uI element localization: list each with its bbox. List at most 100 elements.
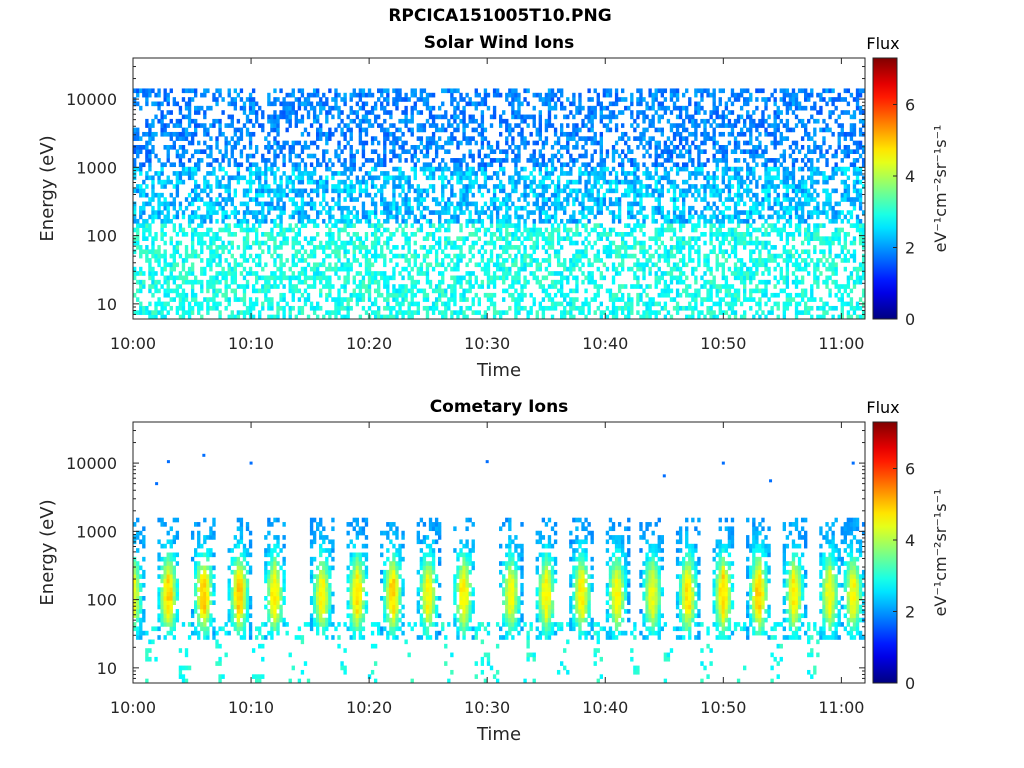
heatmap-cell bbox=[514, 205, 518, 211]
heatmap-cell bbox=[474, 171, 478, 176]
heatmap-cell bbox=[380, 253, 384, 259]
heatmap-cell bbox=[511, 114, 515, 120]
heatmap-cell bbox=[682, 253, 686, 259]
heatmap-cell bbox=[270, 301, 274, 307]
heatmap-cell bbox=[462, 197, 466, 202]
heatmap-cell bbox=[663, 271, 668, 276]
heatmap-cell bbox=[666, 149, 671, 154]
heatmap-cell bbox=[529, 310, 533, 315]
heatmap-cell bbox=[410, 210, 414, 215]
heatmap-cell bbox=[709, 305, 713, 311]
heatmap-cell bbox=[669, 279, 674, 285]
heatmap-cell bbox=[224, 245, 228, 250]
heatmap-cell bbox=[617, 245, 622, 250]
heatmap-cell bbox=[697, 110, 701, 115]
heatmap-cell bbox=[621, 232, 625, 237]
heatmap-cell bbox=[672, 105, 677, 111]
heatmap-cell bbox=[428, 249, 433, 255]
heatmap-cell bbox=[230, 149, 234, 154]
heatmap-cell bbox=[261, 158, 265, 163]
heatmap-cell bbox=[657, 118, 661, 124]
heatmap-cell bbox=[599, 118, 603, 124]
heatmap-cell bbox=[218, 314, 222, 320]
heatmap-cell bbox=[657, 258, 661, 263]
heatmap-cell bbox=[624, 175, 628, 181]
heatmap-cell bbox=[133, 218, 137, 224]
heatmap-cell bbox=[377, 88, 381, 94]
heatmap-cell bbox=[444, 227, 448, 233]
heatmap-cell bbox=[480, 210, 485, 215]
heatmap-cell bbox=[224, 284, 228, 289]
heatmap-cell bbox=[614, 305, 619, 311]
heatmap-cell bbox=[261, 249, 265, 255]
heatmap-cell bbox=[575, 188, 579, 194]
heatmap-cell bbox=[495, 266, 500, 272]
heatmap-cell bbox=[401, 245, 405, 250]
heatmap-cell bbox=[697, 245, 701, 250]
heatmap-cell bbox=[367, 275, 372, 281]
heatmap-cell bbox=[154, 253, 158, 259]
heatmap-cell bbox=[361, 297, 366, 302]
heatmap-cell bbox=[450, 266, 454, 272]
heatmap-cell bbox=[657, 292, 661, 298]
heatmap-cell bbox=[520, 232, 524, 237]
heatmap-cell bbox=[227, 297, 231, 302]
heatmap-cell bbox=[560, 279, 564, 285]
heatmap-cell bbox=[471, 223, 475, 228]
heatmap-cell bbox=[511, 188, 515, 194]
heatmap-cell bbox=[264, 292, 268, 298]
heatmap-cell bbox=[200, 240, 204, 246]
heatmap-cell bbox=[312, 262, 317, 268]
heatmap-cell bbox=[383, 184, 387, 189]
heatmap-cell bbox=[596, 284, 600, 289]
heatmap-cell bbox=[517, 279, 521, 285]
heatmap-cell bbox=[337, 110, 341, 115]
heatmap-cell bbox=[404, 258, 408, 263]
heatmap-cell bbox=[462, 110, 466, 115]
heatmap-cell bbox=[154, 301, 158, 307]
heatmap-cell bbox=[675, 262, 680, 268]
heatmap-cell bbox=[136, 245, 140, 250]
heatmap-cell bbox=[480, 158, 485, 163]
heatmap-cell bbox=[529, 210, 533, 215]
heatmap-cell bbox=[538, 210, 542, 215]
heatmap-cell bbox=[700, 275, 704, 281]
heatmap-cell bbox=[700, 232, 704, 237]
heatmap-cell bbox=[553, 166, 558, 172]
heatmap-cell bbox=[264, 232, 268, 237]
heatmap-cell bbox=[694, 223, 698, 228]
heatmap-cell bbox=[407, 214, 411, 220]
heatmap-cell bbox=[239, 105, 244, 111]
heatmap-cell bbox=[163, 184, 167, 189]
heatmap-cell bbox=[221, 227, 225, 233]
heatmap-cell bbox=[438, 214, 442, 220]
heatmap-cell bbox=[370, 253, 375, 259]
heatmap-cell bbox=[526, 192, 530, 198]
heatmap-cell bbox=[645, 305, 649, 311]
heatmap-cell bbox=[505, 153, 509, 159]
heatmap-cell bbox=[483, 175, 488, 181]
heatmap-cell bbox=[453, 240, 457, 246]
heatmap-cell bbox=[541, 179, 546, 185]
heatmap-cell bbox=[642, 275, 646, 281]
heatmap-cell bbox=[209, 218, 213, 224]
heatmap-cell bbox=[364, 118, 369, 124]
heatmap-cell bbox=[139, 171, 143, 176]
heatmap-cell bbox=[337, 305, 341, 311]
heatmap-cell bbox=[322, 197, 326, 202]
heatmap-cell bbox=[654, 158, 658, 163]
heatmap-cell bbox=[529, 131, 533, 137]
heatmap-cell bbox=[340, 262, 344, 268]
heatmap-cell bbox=[416, 110, 420, 115]
heatmap-cell bbox=[297, 214, 302, 220]
heatmap-cell bbox=[444, 288, 448, 294]
heatmap-cell bbox=[380, 184, 384, 189]
heatmap-cell bbox=[465, 188, 469, 194]
heatmap-cell bbox=[675, 88, 680, 94]
heatmap-cell bbox=[441, 292, 445, 298]
heatmap-cell bbox=[163, 145, 167, 150]
heatmap-cell bbox=[136, 297, 140, 302]
heatmap-cell bbox=[413, 145, 417, 150]
heatmap-cell bbox=[489, 175, 494, 181]
heatmap-cell bbox=[544, 136, 549, 141]
